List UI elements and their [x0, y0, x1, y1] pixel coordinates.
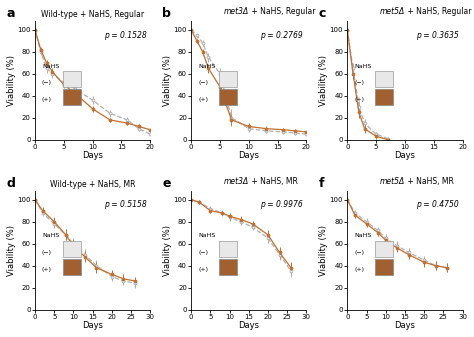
- Text: + NaHS, MR: + NaHS, MR: [249, 177, 298, 186]
- Bar: [219, 89, 237, 105]
- Title: Wild-type + NaHS, Regular: Wild-type + NaHS, Regular: [41, 10, 144, 19]
- Text: e: e: [162, 177, 171, 190]
- Text: NaHS: NaHS: [198, 234, 215, 238]
- Text: c: c: [319, 7, 326, 20]
- X-axis label: Days: Days: [82, 321, 103, 330]
- Text: d: d: [6, 177, 15, 190]
- X-axis label: Days: Days: [394, 321, 415, 330]
- Text: p = 0.5158: p = 0.5158: [104, 201, 147, 210]
- Text: f: f: [319, 177, 324, 190]
- Y-axis label: Viability (%): Viability (%): [7, 55, 16, 106]
- Text: (+): (+): [354, 97, 364, 102]
- Text: NaHS: NaHS: [42, 63, 59, 68]
- X-axis label: Days: Days: [238, 321, 259, 330]
- Text: (+): (+): [198, 267, 208, 272]
- Text: NaHS: NaHS: [198, 63, 215, 68]
- Text: p = 0.4750: p = 0.4750: [416, 201, 459, 210]
- Y-axis label: Viability (%): Viability (%): [319, 225, 328, 276]
- Bar: [375, 89, 393, 105]
- Bar: [63, 258, 81, 275]
- Text: p = 0.3635: p = 0.3635: [416, 31, 459, 39]
- Text: p = 0.9976: p = 0.9976: [260, 201, 303, 210]
- Bar: [219, 258, 237, 275]
- Text: NaHS: NaHS: [354, 63, 372, 68]
- Y-axis label: Viability (%): Viability (%): [163, 55, 172, 106]
- Bar: [375, 258, 393, 275]
- X-axis label: Days: Days: [394, 151, 415, 160]
- Text: NaHS: NaHS: [42, 234, 59, 238]
- Bar: [63, 89, 81, 105]
- Bar: [375, 241, 393, 257]
- Text: a: a: [6, 7, 15, 20]
- Text: (+): (+): [42, 97, 52, 102]
- Bar: [63, 71, 81, 88]
- Text: met5Δ: met5Δ: [380, 7, 405, 17]
- Text: met3Δ: met3Δ: [224, 177, 249, 186]
- Text: + NaHS, Regular: + NaHS, Regular: [405, 7, 472, 17]
- Text: (−): (−): [42, 80, 52, 85]
- Bar: [219, 71, 237, 88]
- Text: (+): (+): [42, 267, 52, 272]
- X-axis label: Days: Days: [238, 151, 259, 160]
- Text: p = 0.2769: p = 0.2769: [260, 31, 303, 39]
- Text: (−): (−): [354, 80, 364, 85]
- Text: (+): (+): [198, 97, 208, 102]
- Text: NaHS: NaHS: [354, 234, 372, 238]
- Title: Wild-type + NaHS, MR: Wild-type + NaHS, MR: [50, 180, 136, 189]
- Text: (−): (−): [354, 250, 364, 255]
- Text: b: b: [162, 7, 171, 20]
- Y-axis label: Viability (%): Viability (%): [319, 55, 328, 106]
- Text: (−): (−): [42, 250, 52, 255]
- Y-axis label: Viability (%): Viability (%): [163, 225, 172, 276]
- Bar: [219, 241, 237, 257]
- Text: p = 0.1528: p = 0.1528: [104, 31, 147, 39]
- Text: + NaHS, MR: + NaHS, MR: [405, 177, 454, 186]
- Bar: [63, 241, 81, 257]
- Bar: [375, 71, 393, 88]
- Text: + NaHS, Regular: + NaHS, Regular: [249, 7, 315, 17]
- X-axis label: Days: Days: [82, 151, 103, 160]
- Y-axis label: Viability (%): Viability (%): [7, 225, 16, 276]
- Text: (−): (−): [198, 250, 208, 255]
- Text: met5Δ: met5Δ: [380, 177, 405, 186]
- Text: met3Δ: met3Δ: [224, 7, 249, 17]
- Text: (+): (+): [354, 267, 364, 272]
- Text: (−): (−): [198, 80, 208, 85]
